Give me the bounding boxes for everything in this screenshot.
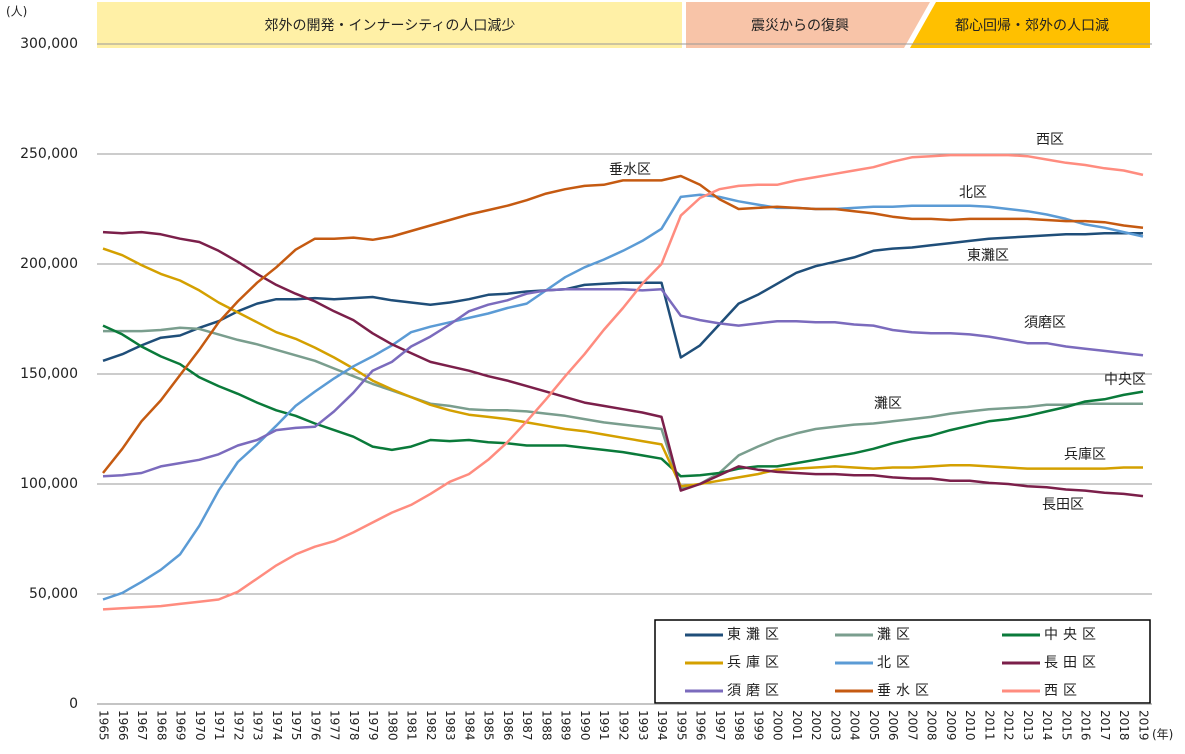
- series-annotation: 兵庫区: [1064, 446, 1106, 463]
- x-tick-label: 1971: [212, 710, 226, 741]
- x-tick-label: 1998: [732, 710, 746, 741]
- x-tick-label: 2019: [1137, 710, 1151, 741]
- y-tick-label: 200,000: [20, 256, 78, 272]
- series-annotation: 垂水区: [609, 162, 651, 178]
- x-tick-label: 1988: [539, 710, 553, 741]
- x-tick-label: 1978: [347, 710, 361, 741]
- x-tick-label: 1981: [405, 710, 419, 741]
- x-tick-label: 2003: [828, 710, 842, 741]
- y-tick-label: 250,000: [20, 146, 78, 162]
- x-tick-label: 1989: [559, 710, 573, 741]
- x-tick-label: 2010: [963, 710, 977, 741]
- period-band: [686, 2, 930, 48]
- x-tick-label: 1965: [97, 710, 111, 741]
- series-annotation: 西区: [1036, 132, 1064, 148]
- series-line: [102, 230, 1144, 498]
- x-tick-label: 1977: [328, 710, 342, 741]
- x-tick-label: 1995: [674, 710, 688, 741]
- y-tick-label: 300,000: [20, 36, 78, 52]
- series-annotation: 東灘区: [967, 248, 1009, 264]
- y-tick-label: 100,000: [20, 476, 78, 492]
- x-tick-label: 1984: [462, 710, 476, 741]
- x-tick-label: 2013: [1021, 710, 1035, 741]
- legend-label: 東灘区: [727, 627, 784, 643]
- series-annotation: 長田区: [1042, 497, 1084, 513]
- x-tick-label: 2004: [848, 710, 862, 741]
- series-line: [102, 153, 1144, 611]
- series-line: [102, 324, 1144, 478]
- x-tick-label: 2012: [1002, 710, 1016, 741]
- x-tick-label: 1987: [520, 710, 534, 741]
- x-tick-label: 1967: [135, 710, 149, 741]
- x-tick-label: 1994: [655, 710, 669, 741]
- period-band: [910, 2, 1150, 48]
- x-tick-label: 1990: [578, 710, 592, 741]
- series-line: [102, 231, 1143, 362]
- legend-label: 垂水区: [877, 683, 934, 699]
- series-line: [103, 326, 1143, 490]
- x-tick-label: 2016: [1079, 710, 1093, 741]
- x-tick-label: 1979: [366, 710, 380, 741]
- x-tick-label: 1999: [751, 710, 765, 741]
- x-axis-unit: (年): [1152, 728, 1173, 742]
- y-tick-label: 0: [69, 696, 78, 712]
- x-tick-label: 2018: [1117, 710, 1131, 741]
- x-tick-label: 1983: [443, 710, 457, 741]
- legend-label: 兵庫区: [727, 654, 784, 671]
- x-tick-label: 2015: [1059, 710, 1073, 741]
- x-tick-label: 1980: [385, 710, 399, 741]
- x-tick-label: 2017: [1098, 710, 1112, 741]
- y-tick-label: 50,000: [29, 586, 78, 602]
- period-label: 郊外の開発・インナーシティの人口減少: [265, 17, 516, 34]
- x-tick-label: 1966: [116, 710, 130, 741]
- x-tick-label: 1970: [193, 710, 207, 741]
- x-tick-label: 2000: [771, 710, 785, 741]
- x-tick-label: 2007: [905, 710, 919, 741]
- legend-label: 須磨区: [727, 683, 784, 699]
- x-tick-label: 2009: [944, 710, 958, 741]
- x-tick-label: 2006: [886, 710, 900, 741]
- series-annotation: 北区: [959, 185, 987, 201]
- x-tick-label: 2002: [809, 710, 823, 741]
- y-tick-label: 150,000: [20, 366, 78, 382]
- x-tick-label: 1976: [308, 710, 322, 741]
- x-tick-label: 2011: [982, 710, 996, 741]
- legend-label: 中央区: [1044, 627, 1101, 643]
- period-label: 都心回帰・郊外の人口減: [955, 17, 1109, 34]
- x-tick-label: 2001: [790, 710, 804, 741]
- legend: [654, 619, 1151, 704]
- x-tick-label: 2014: [1040, 710, 1054, 741]
- x-tick-label: 1975: [289, 710, 303, 741]
- legend-label: 西区: [1044, 683, 1082, 699]
- x-tick-label: 1972: [231, 710, 245, 741]
- series-line: [102, 288, 1144, 478]
- legend-label: 灘区: [877, 627, 915, 643]
- series-annotation: 中央区: [1104, 372, 1146, 388]
- legend-label: 北区: [877, 655, 915, 671]
- x-tick-label: 1985: [482, 710, 496, 741]
- x-tick-label: 1969: [174, 710, 188, 741]
- y-axis-unit: (人): [6, 5, 27, 19]
- x-tick-label: 1993: [636, 710, 650, 741]
- x-tick-label: 1986: [501, 710, 515, 741]
- x-tick-label: 2005: [867, 710, 881, 741]
- series-annotation: 灘区: [874, 396, 902, 412]
- series-line: [102, 193, 1144, 601]
- x-tick-label: 1982: [424, 710, 438, 741]
- x-tick-label: 1974: [270, 710, 284, 741]
- x-tick-label: 2008: [925, 710, 939, 741]
- series-line: [102, 247, 1143, 488]
- x-tick-label: 1992: [617, 710, 631, 741]
- series-line: [102, 174, 1144, 474]
- legend-label: 長田区: [1044, 655, 1101, 671]
- x-tick-label: 1996: [694, 710, 708, 741]
- x-tick-label: 1997: [713, 710, 727, 741]
- series-annotation: 須磨区: [1024, 315, 1066, 331]
- x-tick-label: 1991: [597, 710, 611, 741]
- period-label: 震災からの復興: [751, 17, 849, 34]
- period-band: [97, 2, 682, 48]
- x-tick-label: 1973: [251, 710, 265, 741]
- x-tick-label: 1968: [154, 710, 168, 741]
